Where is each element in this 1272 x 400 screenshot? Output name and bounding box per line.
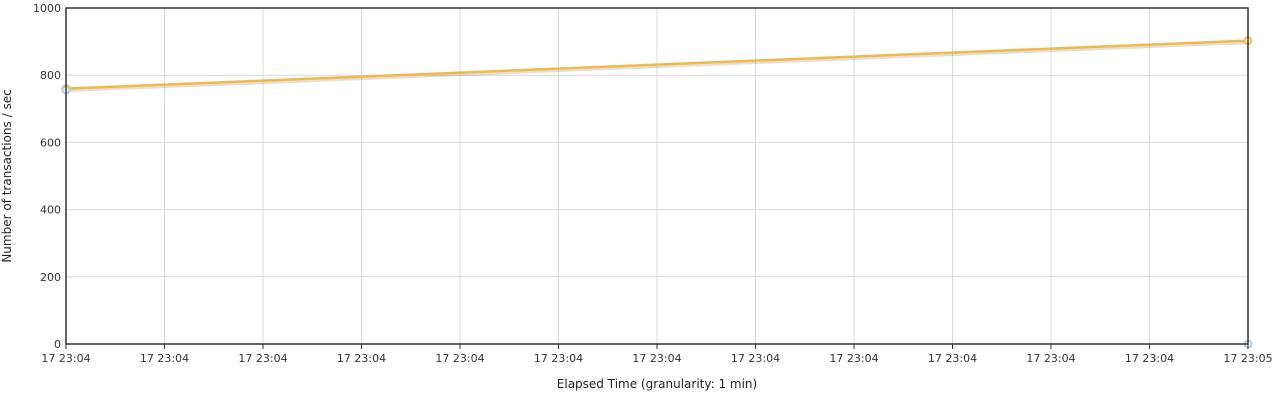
y-tick-label: 800 xyxy=(40,69,61,82)
x-tick-label: 17 23:04 xyxy=(140,352,189,365)
y-axis-label: Number of transactions / sec xyxy=(0,89,14,262)
x-tick-label: 17 23:04 xyxy=(41,352,90,365)
x-axis-ticks: 17 23:04 17 23:04 17 23:04 17 23:04 17 23:04… xyxy=(41,344,1272,365)
x-tick-label: 17 23:04 xyxy=(534,352,583,365)
y-tick-label: 0 xyxy=(54,338,61,351)
y-axis-ticks: 0 200 400 600 800 1000 xyxy=(33,2,61,351)
x-tick-label: 17 23:04 xyxy=(1026,352,1075,365)
y-tick-label: 600 xyxy=(40,136,61,149)
y-tick-label: 1000 xyxy=(33,2,61,15)
y-tick-label: 400 xyxy=(40,204,61,217)
x-tick-label: 17 23:04 xyxy=(1125,352,1174,365)
x-tick-label: 17 23:04 xyxy=(337,352,386,365)
x-tick-label: 17 23:04 xyxy=(632,352,681,365)
series-layer xyxy=(61,36,1253,349)
x-tick-label: 17 23:04 xyxy=(731,352,780,365)
x-axis-label: Elapsed Time (granularity: 1 min) xyxy=(557,377,757,391)
x-tick-label: 17 23:04 xyxy=(435,352,484,365)
x-tick-label: 17 23:04 xyxy=(829,352,878,365)
x-tick-label: 17 23:04 xyxy=(238,352,287,365)
x-tick-label: 17 23:05 xyxy=(1223,352,1272,365)
grid xyxy=(65,7,1249,345)
series-line-shadow xyxy=(65,41,1249,93)
series-line xyxy=(65,39,1249,90)
y-tick-label: 200 xyxy=(40,271,61,284)
x-tick-label: 17 23:04 xyxy=(928,352,977,365)
